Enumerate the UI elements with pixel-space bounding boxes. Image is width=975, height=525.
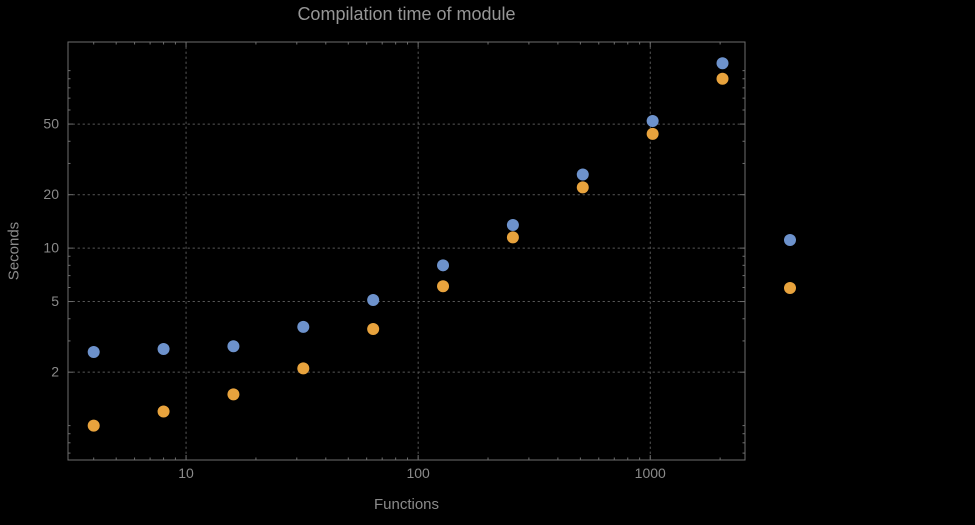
data-point-series-2 <box>297 362 310 375</box>
y-tick-label: 5 <box>51 293 59 309</box>
legend-marker <box>784 282 796 294</box>
data-point-series-2 <box>506 231 519 244</box>
data-point-series-1 <box>506 218 519 231</box>
y-axis-label: Seconds <box>5 221 23 281</box>
data-point-series-1 <box>87 345 100 358</box>
data-point-series-1 <box>716 57 729 70</box>
y-tick-label: 10 <box>43 240 59 256</box>
data-point-series-2 <box>367 323 380 336</box>
data-point-series-2 <box>437 280 450 293</box>
chart-title: Compilation time of module <box>297 4 516 24</box>
data-point-series-2 <box>227 388 240 401</box>
y-tick-label: 20 <box>43 186 59 202</box>
x-tick-label: 10 <box>178 465 194 481</box>
data-point-series-1 <box>157 343 170 356</box>
x-tick-label: 1000 <box>635 465 666 481</box>
data-point-series-1 <box>576 168 589 181</box>
data-point-series-2 <box>87 419 100 432</box>
data-point-series-2 <box>576 181 589 194</box>
y-tick-label: 50 <box>43 116 59 132</box>
data-point-series-2 <box>157 405 170 418</box>
data-point-series-1 <box>437 259 450 272</box>
x-tick-label: 100 <box>406 465 430 481</box>
data-point-series-1 <box>646 115 659 128</box>
data-point-series-1 <box>297 320 310 333</box>
x-axis-label: Functions <box>373 496 440 513</box>
legend-marker <box>784 234 796 246</box>
plot-frame <box>67 41 746 461</box>
data-point-series-1 <box>227 340 240 353</box>
y-tick-label: 2 <box>51 364 59 380</box>
data-point-series-1 <box>367 294 380 307</box>
data-point-series-2 <box>646 127 659 140</box>
data-point-series-2 <box>716 72 729 85</box>
